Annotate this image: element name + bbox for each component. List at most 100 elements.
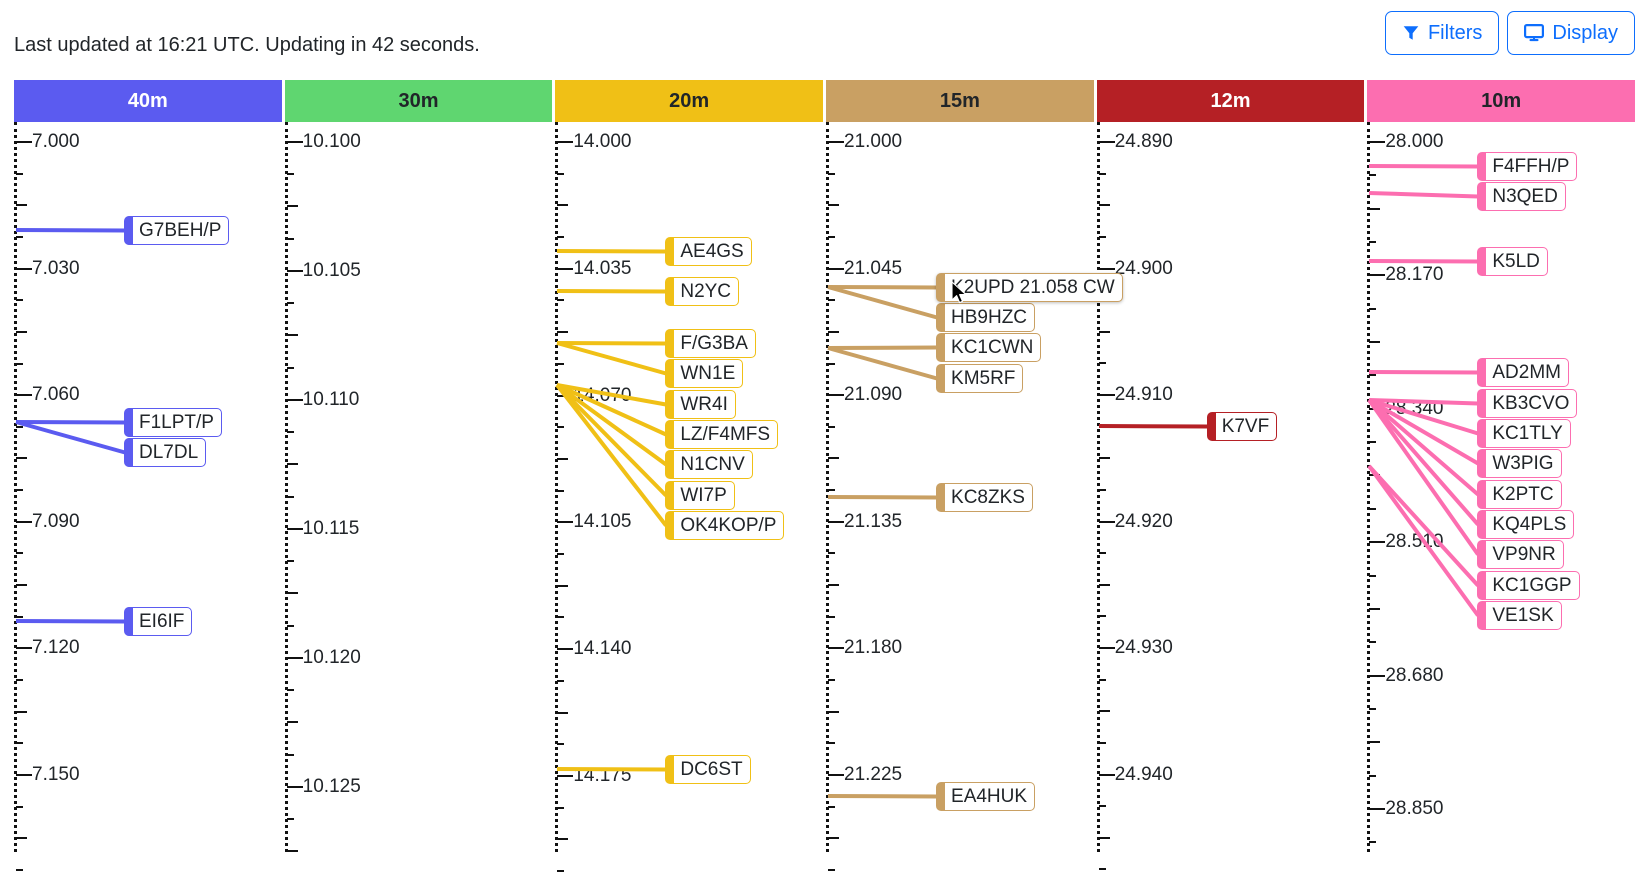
axis-tick-minor	[16, 489, 23, 492]
axis-tick-minor	[1098, 583, 1110, 586]
axis-tick-minor	[1369, 841, 1377, 844]
spot-box[interactable]: AD2MM	[1477, 358, 1569, 387]
spot-box[interactable]: KC1CWN	[936, 333, 1042, 362]
axis-tick-minor	[557, 679, 565, 682]
axis-tick-minor	[557, 362, 565, 365]
spot-box[interactable]: G7BEH/P	[124, 216, 230, 245]
filters-button[interactable]: Filters	[1384, 11, 1500, 55]
axis-tick-minor	[286, 237, 294, 240]
band-header-30m[interactable]: 30m	[284, 80, 553, 122]
axis-tick-label: 7.090	[32, 510, 80, 532]
axis-tick-minor	[286, 721, 298, 724]
frequency-axis	[1096, 122, 1100, 852]
axis-tick-minor	[1369, 507, 1377, 510]
axis-tick-minor	[828, 330, 840, 333]
axis-tick-minor	[16, 172, 23, 175]
spot-box[interactable]: EA4HUK	[936, 782, 1036, 811]
axis-tick-major	[286, 269, 303, 272]
axis-tick-minor	[828, 425, 836, 428]
spot-box[interactable]: AE4GS	[665, 237, 752, 266]
band-header-40m[interactable]: 40m	[14, 80, 282, 122]
axis-tick-minor	[828, 584, 840, 587]
spot-box[interactable]: N3QED	[1477, 182, 1566, 211]
axis-tick-major	[286, 398, 303, 401]
spot-box[interactable]: DC6ST	[665, 755, 751, 784]
axis-tick-major	[1369, 407, 1386, 410]
spot-box[interactable]: WN1E	[665, 359, 744, 388]
axis-tick-label: 21.090	[844, 384, 903, 406]
spot-box[interactable]: VE1SK	[1477, 601, 1562, 630]
axis-tick-minor	[286, 366, 294, 369]
spot-box[interactable]: KC1GGP	[1477, 571, 1580, 600]
axis-tick-minor	[286, 689, 294, 692]
display-button[interactable]: Display	[1507, 11, 1635, 55]
axis-tick-minor	[828, 805, 836, 808]
spot-box[interactable]: DL7DL	[124, 438, 207, 467]
axis-tick-label: 10.110	[302, 388, 360, 410]
axis-tick-minor	[1098, 362, 1106, 365]
monitor-icon	[1524, 24, 1545, 42]
axis-tick-label: 24.940	[1114, 763, 1173, 785]
axis-tick-major	[286, 785, 303, 788]
axis-tick-minor	[1369, 241, 1377, 244]
axis-tick-label: 28.680	[1385, 664, 1444, 686]
axis-tick-minor	[1369, 341, 1381, 344]
axis-tick-label: 24.900	[1114, 257, 1173, 279]
spot-box[interactable]: F4FFH/P	[1477, 152, 1578, 181]
spot-box[interactable]: K5LD	[1477, 247, 1548, 276]
axis-tick-major	[286, 527, 303, 530]
spot-box[interactable]: KM5RF	[936, 364, 1024, 393]
axis-tick-label: 21.045	[844, 257, 903, 279]
spot-box[interactable]: VP9NR	[1477, 540, 1564, 569]
band-header-20m[interactable]: 20m	[555, 80, 824, 122]
axis-tick-minor	[16, 710, 27, 713]
axis-tick-minor	[16, 425, 23, 428]
spot-box[interactable]: K2UPD 21.058 CW	[936, 273, 1123, 302]
spot-box[interactable]: W3PIG	[1477, 449, 1562, 478]
spot-box[interactable]: N2YC	[665, 277, 740, 306]
spot-box[interactable]: WR4I	[665, 390, 736, 419]
axis-tick-minor	[1098, 204, 1110, 207]
spot-box[interactable]: K7VF	[1206, 412, 1278, 441]
axis-tick-minor	[286, 592, 298, 595]
axis-tick-label: 14.035	[573, 257, 632, 279]
spot-box[interactable]: F/G3BA	[665, 329, 756, 358]
spot-box[interactable]: OK4KOP/P	[665, 511, 785, 540]
spot-box[interactable]: KB3CVO	[1477, 389, 1578, 418]
spot-box[interactable]: EI6IF	[124, 607, 193, 636]
band-header-12m[interactable]: 12m	[1096, 80, 1365, 122]
axis-tick-label: 24.920	[1114, 510, 1173, 532]
axis-tick-minor	[16, 615, 23, 618]
axis-tick-minor	[16, 235, 23, 238]
band-header-10m[interactable]: 10m	[1367, 80, 1636, 122]
spot-box[interactable]: KC1TLY	[1477, 419, 1571, 448]
axis-tick-minor	[557, 584, 569, 587]
axis-tick-minor	[1098, 172, 1106, 175]
spot-box[interactable]: LZ/F4MFS	[665, 420, 779, 449]
spot-box[interactable]: N1CNV	[665, 450, 753, 479]
axis-tick-major	[286, 141, 303, 143]
axis-tick-minor	[1098, 457, 1110, 460]
spot-box[interactable]: WI7P	[665, 481, 735, 510]
axis-tick-minor	[828, 710, 840, 713]
axis-tick-minor	[557, 838, 569, 841]
spot-box[interactable]: HB9HZC	[936, 303, 1036, 332]
axis-tick-label: 7.030	[32, 257, 80, 279]
axis-tick-minor	[828, 615, 836, 618]
axis-tick-major	[828, 647, 845, 650]
band-column-10m: 28.000 28.170 28.340 28.510 28.680 28.850 F4FF…	[1367, 122, 1635, 852]
frequency-axis	[826, 122, 830, 852]
axis-tick-minor	[1369, 174, 1377, 177]
axis-tick-minor	[828, 489, 836, 492]
axis-tick-minor	[1098, 615, 1106, 618]
axis-tick-minor	[828, 172, 836, 175]
spot-box[interactable]: K2PTC	[1477, 480, 1562, 509]
spot-box[interactable]: F1LPT/P	[124, 408, 222, 437]
spot-box[interactable]: KC8ZKS	[936, 483, 1033, 512]
band-header-15m[interactable]: 15m	[826, 80, 1094, 122]
axis-tick-minor	[557, 711, 569, 714]
spot-box[interactable]: KQ4PLS	[1477, 510, 1575, 539]
axis-tick-minor	[1369, 641, 1377, 644]
axis-tick-minor	[286, 560, 294, 563]
axis-tick-minor	[828, 457, 840, 460]
